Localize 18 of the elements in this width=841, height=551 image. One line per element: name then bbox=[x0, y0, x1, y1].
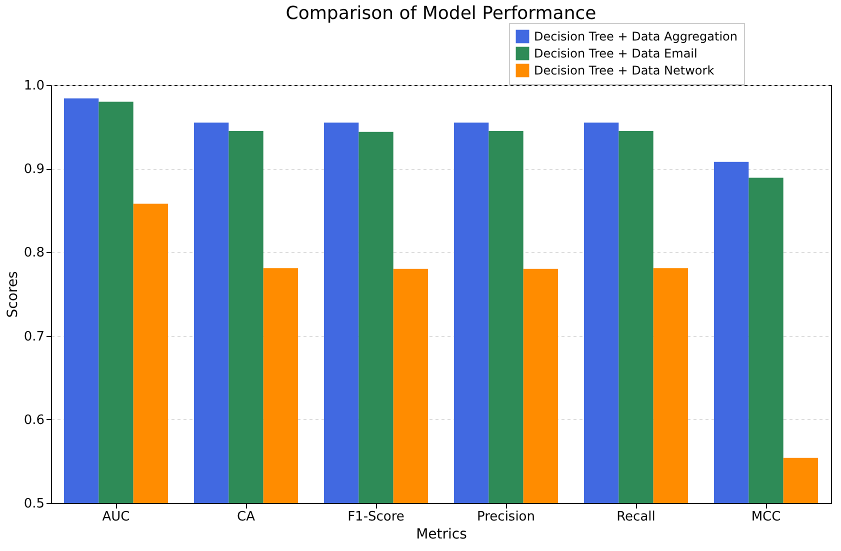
x-tick-label: Precision bbox=[476, 510, 536, 524]
y-tick-label: 1.0 bbox=[24, 78, 44, 94]
x-tick-label: AUC bbox=[102, 510, 130, 524]
x-axis-title: Metrics bbox=[416, 526, 467, 542]
x-tick-label: CA bbox=[237, 510, 256, 524]
chart-title: Comparison of Model Performance bbox=[286, 3, 596, 24]
x-tick-label: F1-Score bbox=[348, 510, 404, 524]
y-tick-label: 0.6 bbox=[24, 412, 44, 428]
legend-label: Decision Tree + Data Email bbox=[534, 46, 698, 60]
y-tick-label: 0.8 bbox=[24, 246, 44, 261]
y-tick-label: 0.9 bbox=[24, 162, 44, 178]
x-tick-label: Recall bbox=[616, 510, 656, 524]
x-tick-label: MCC bbox=[751, 510, 781, 524]
legend-label: Decision Tree + Data Aggregation bbox=[534, 30, 738, 44]
y-tick-label: 0.7 bbox=[24, 329, 44, 344]
y-axis-title: Scores bbox=[4, 271, 21, 318]
legend-label: Decision Tree + Data Network bbox=[534, 64, 714, 78]
y-tick-label: 0.5 bbox=[24, 496, 44, 512]
